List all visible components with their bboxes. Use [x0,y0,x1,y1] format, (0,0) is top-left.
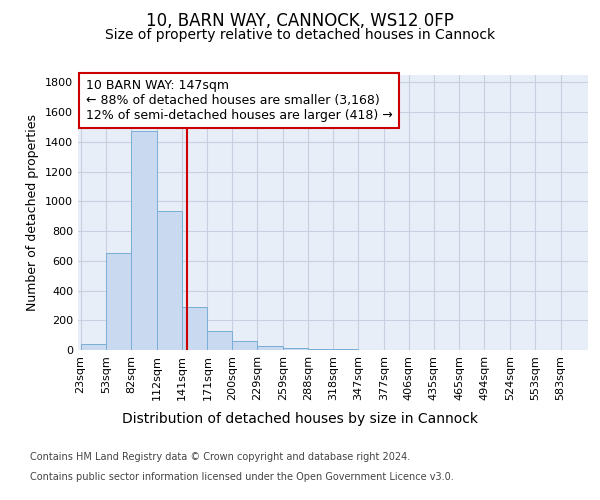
Bar [80,344,106,350]
Bar [308,349,334,350]
Bar [106,254,131,350]
Bar [232,340,257,350]
Text: Contains public sector information licensed under the Open Government Licence v3: Contains public sector information licen… [30,472,454,482]
Bar [157,211,182,350]
Bar [131,132,157,350]
Text: 10, BARN WAY, CANNOCK, WS12 0FP: 10, BARN WAY, CANNOCK, WS12 0FP [146,12,454,30]
Bar [182,307,208,350]
Text: 10 BARN WAY: 147sqm
← 88% of detached houses are smaller (3,168)
12% of semi-det: 10 BARN WAY: 147sqm ← 88% of detached ho… [86,79,392,122]
Y-axis label: Number of detached properties: Number of detached properties [26,114,40,311]
Text: Distribution of detached houses by size in Cannock: Distribution of detached houses by size … [122,412,478,426]
Text: Contains HM Land Registry data © Crown copyright and database right 2024.: Contains HM Land Registry data © Crown c… [30,452,410,462]
Bar [283,348,308,350]
Bar [208,331,232,350]
Text: Size of property relative to detached houses in Cannock: Size of property relative to detached ho… [105,28,495,42]
Bar [257,346,283,350]
